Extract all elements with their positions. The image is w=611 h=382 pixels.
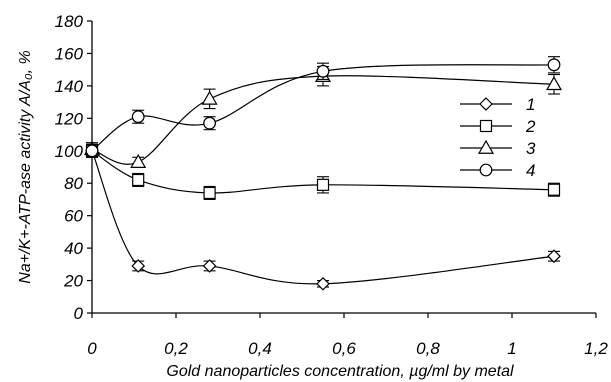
x-ticks: 0 0,2 0,4 0,6 0,8 1 1,2 — [87, 313, 608, 358]
y-tick-label: 0 — [74, 304, 84, 323]
y-tick-label: 160 — [55, 44, 84, 63]
x-axis-title: Gold nanoparticles concentration, µg/ml … — [166, 363, 514, 380]
y-tick-label: 60 — [64, 207, 83, 226]
x-tick-label: 1 — [507, 339, 516, 358]
data-point — [132, 173, 145, 187]
x-tick-label: 0 — [87, 339, 97, 358]
data-point — [202, 259, 217, 273]
data-point — [547, 58, 561, 72]
x-tick-label: 0,8 — [416, 339, 440, 358]
legend-marker — [477, 139, 495, 154]
legend-marker — [479, 163, 493, 177]
legend-label: 1 — [526, 95, 535, 114]
series-line — [91, 150, 555, 285]
series-4 — [85, 56, 561, 158]
y-tick-label: 40 — [64, 239, 83, 258]
y-tick-label: 120 — [55, 109, 84, 128]
data-point — [203, 116, 217, 130]
legend-label: 4 — [526, 161, 535, 180]
data-point — [316, 276, 330, 291]
legend-entry: 4 — [460, 161, 535, 180]
y-ticks: 0 20 40 60 80 100 120 140 160 180 — [55, 12, 92, 323]
data-point — [545, 76, 563, 91]
series-layer — [83, 56, 563, 291]
y-tick-label: 80 — [64, 174, 83, 193]
legend-entry: 3 — [460, 139, 536, 158]
x-tick-label: 0,2 — [164, 339, 188, 358]
data-point — [547, 249, 561, 264]
legend-label: 2 — [525, 117, 536, 136]
data-point — [130, 153, 147, 168]
x-tick-label: 0,6 — [332, 339, 356, 358]
data-point — [316, 178, 330, 191]
y-tick-label: 140 — [55, 77, 84, 96]
legend-marker — [479, 97, 493, 111]
data-point — [131, 110, 145, 124]
data-point — [201, 90, 218, 105]
legend-marker — [479, 119, 493, 133]
y-tick-label: 100 — [55, 142, 84, 161]
legend-entry: 1 — [460, 95, 535, 114]
legend-label: 3 — [526, 139, 536, 158]
legend: 1 2 3 4 — [460, 95, 536, 180]
x-tick-label: 0,4 — [248, 339, 272, 358]
data-point — [547, 183, 561, 196]
data-point — [131, 259, 146, 273]
y-tick-label: 180 — [55, 12, 84, 31]
data-point — [85, 144, 99, 158]
y-axis-title: Na+/K+-ATP-ase activity A/A₀, % — [17, 50, 34, 283]
data-point — [203, 186, 216, 200]
legend-entry: 2 — [460, 117, 536, 136]
y-tick-label: 20 — [63, 272, 83, 291]
x-tick-label: 1,2 — [584, 339, 608, 358]
data-point — [316, 64, 330, 78]
